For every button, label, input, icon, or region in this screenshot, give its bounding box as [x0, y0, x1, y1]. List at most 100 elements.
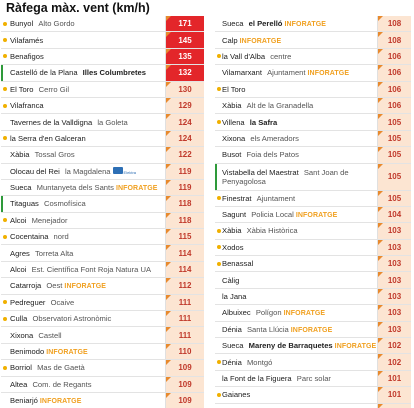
- gust-value-text: 106: [387, 101, 402, 111]
- corner-flag-icon: [378, 97, 383, 103]
- station-marker-icon: [217, 228, 221, 233]
- table-row[interactable]: Culla Observatori Astronòmic 111: [1, 311, 204, 328]
- table-row[interactable]: Tavernes de la Valldigna la Goleta 124: [1, 114, 204, 131]
- table-row[interactable]: Calp INFORATGE 108: [215, 32, 411, 49]
- table-row[interactable]: Xàbia Xàbia Històrica 103: [215, 223, 411, 240]
- table-row[interactable]: la Serra d'en Galceran 124: [1, 130, 204, 148]
- table-row[interactable]: Dénia Santa Llúcia INFORATGE 103: [215, 321, 411, 339]
- station-name-cell: Dénia Montgó: [215, 354, 378, 370]
- table-row[interactable]: Xàbia Tossal Gros 122: [1, 147, 204, 164]
- table-row[interactable]: Altea Com. de Regants 109: [1, 376, 204, 393]
- gust-value-text: 109: [178, 396, 192, 406]
- gust-value: 103: [378, 223, 411, 239]
- table-row[interactable]: Castelló de la Plana Illes Columbretes 13…: [1, 65, 204, 82]
- station-detail: Policia Local: [251, 210, 294, 220]
- corner-flag-icon: [166, 130, 171, 136]
- corner-flag-icon: [166, 147, 171, 153]
- station-label: Sagunt Policia Local INFORATGE: [222, 210, 337, 219]
- table-row[interactable]: Busot Foia dels Patos 105: [215, 147, 411, 164]
- place-name: la Serra d'en Galceran: [10, 133, 86, 143]
- corner-flag-icon: [378, 65, 383, 71]
- table-row[interactable]: Borriol Mas de Gaetà 109: [1, 360, 204, 377]
- table-row[interactable]: Cocentaina nord 115: [1, 229, 204, 246]
- corner-flag-icon: [166, 65, 171, 71]
- table-row[interactable]: Titaguas Cosmofísica 118: [1, 196, 204, 213]
- station-detail: Est. Científica Font Roja Natura UA: [31, 265, 152, 275]
- table-row[interactable]: Alcoi Menejador 118: [1, 212, 204, 230]
- station-label: Tavernes de la Valldigna la Goleta: [10, 118, 128, 127]
- gust-value-text: 118: [178, 199, 192, 209]
- table-row[interactable]: Pedreguer Ocaive 111: [1, 294, 204, 312]
- station-marker-icon: [3, 38, 7, 43]
- table-row[interactable]: Vistabella del Maestrat Sant Joan de Pen…: [215, 163, 411, 191]
- place-name: Benimodo: [10, 347, 45, 356]
- corner-flag-icon: [166, 163, 171, 169]
- corner-flag-icon: [166, 311, 171, 317]
- table-row[interactable]: Vilamarxant Ajuntament INFORATGE 106: [215, 65, 411, 82]
- gust-value-text: 111: [178, 314, 192, 324]
- table-row[interactable]: Finestrat Ajuntament 105: [215, 190, 411, 207]
- table-row[interactable]: la Jana 103: [215, 288, 411, 306]
- gust-value: 103: [378, 288, 411, 305]
- table-row[interactable]: Xixona Castell 111: [1, 327, 204, 344]
- table-row[interactable]: Xixona els Ameradors 105: [215, 130, 411, 148]
- station-name-cell: Xixona els Ameradors: [215, 130, 378, 147]
- place-name: Olocau del Rei: [10, 166, 60, 176]
- station-label: Xàbia Tossal Gros: [10, 150, 75, 159]
- gust-value-text: 108: [387, 35, 402, 45]
- station-detail: la Goleta: [97, 117, 128, 127]
- table-row[interactable]: Dénia Montgó 102: [215, 354, 411, 371]
- table-row[interactable]: Xodos 103: [215, 239, 411, 257]
- gust-value: 101: [378, 370, 411, 387]
- table-row[interactable]: la Vall d'Alba centre 106: [215, 48, 411, 66]
- corner-flag-icon: [166, 179, 171, 185]
- gust-value-text: 106: [387, 51, 402, 61]
- table-row[interactable]: el VergerINFORATGE 101: [215, 403, 411, 408]
- gust-value-text: 132: [178, 68, 192, 78]
- station-name-cell: Tavernes de la Valldigna la Goleta: [1, 114, 166, 130]
- place-name: Sueca: [222, 19, 244, 29]
- table-row[interactable]: Albuixec Polígon INFORATGE 103: [215, 305, 411, 322]
- corner-flag-icon: [378, 81, 383, 87]
- table-row[interactable]: Catarroja Oest INFORATGE 112: [1, 278, 204, 295]
- corner-flag-icon: [166, 343, 171, 349]
- corner-flag-icon: [166, 212, 171, 218]
- station-detail: Santa Llúcia: [246, 324, 289, 334]
- station-label: Castelló de la Plana Illes Columbretes: [10, 68, 146, 77]
- station-detail: Com. de Regants: [32, 379, 92, 389]
- table-row[interactable]: El Toro 106: [215, 81, 411, 98]
- table-row[interactable]: Agres Torreta Alta 114: [1, 245, 204, 262]
- station-detail: Xàbia Històrica: [246, 226, 298, 236]
- place-name: Catarroja: [10, 281, 42, 291]
- station-detail: Mas de Gaetà: [37, 363, 85, 373]
- table-row[interactable]: El Toro Cerro Gil 130: [1, 81, 204, 98]
- corner-flag-icon: [378, 190, 383, 196]
- station-name-cell: Vilamarxant Ajuntament INFORATGE: [215, 65, 378, 81]
- table-row[interactable]: Bunyol Alto Gordo 171: [1, 16, 204, 33]
- table-row[interactable]: Vilafranca 129: [1, 97, 204, 115]
- table-row[interactable]: Gaianes 101: [215, 387, 411, 404]
- place-name: Sagunt: [222, 210, 247, 220]
- table-row[interactable]: Benassal 103: [215, 256, 411, 273]
- table-row[interactable]: Vilafamés 145: [1, 32, 204, 49]
- table-row[interactable]: Càlig 103: [215, 272, 411, 289]
- table-row[interactable]: Xàbia Alt de la Granadella 106: [215, 97, 411, 115]
- table-row[interactable]: Alcoi Est. Científica Font Roja Natura U…: [1, 261, 204, 279]
- table-row[interactable]: Sueca el Perelló INFORATGE 108: [215, 16, 411, 33]
- table-row[interactable]: la Font de la Figuera Parc solar 101: [215, 370, 411, 388]
- table-row[interactable]: Sagunt Policia Local INFORATGE 104: [215, 206, 411, 224]
- station-name-cell: Sueca Muntanyeta dels Sants INFORATGE: [1, 179, 166, 196]
- table-row[interactable]: Benafigos 135: [1, 48, 204, 66]
- table-row[interactable]: Benimodo INFORATGE 110: [1, 343, 204, 361]
- table-row[interactable]: Villena la Safra 105: [215, 114, 411, 131]
- gust-value: 105: [378, 147, 411, 163]
- table-row[interactable]: Sueca Mareny de Barraquetes INFORATGE 102: [215, 338, 411, 355]
- table-row[interactable]: Olocau del Rei la Magdalena Elektra 119: [1, 163, 204, 180]
- station-detail: Polígon: [255, 308, 282, 318]
- corner-flag-icon: [166, 114, 171, 120]
- place-name: Busot: [222, 150, 242, 160]
- gust-value: 101: [378, 387, 411, 403]
- table-row[interactable]: Beniarjó INFORATGE 109: [1, 392, 204, 408]
- gust-value-text: 105: [387, 117, 402, 127]
- table-row[interactable]: Sueca Muntanyeta dels Sants INFORATGE 119: [1, 179, 204, 197]
